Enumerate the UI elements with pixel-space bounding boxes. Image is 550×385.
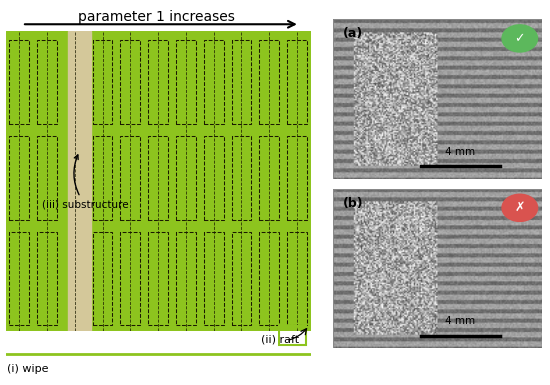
Bar [176, 232, 196, 325]
Text: ✓: ✓ [515, 32, 525, 45]
Bar [92, 40, 113, 124]
Bar [259, 232, 279, 325]
Bar [287, 40, 307, 124]
Bar [232, 232, 251, 325]
Bar [120, 40, 140, 124]
Text: (b): (b) [343, 197, 364, 210]
Bar [204, 40, 224, 124]
Circle shape [502, 194, 537, 221]
Text: (a): (a) [343, 27, 364, 40]
Bar [176, 136, 196, 220]
Bar [37, 136, 57, 220]
Bar [287, 136, 307, 220]
Bar [9, 40, 29, 124]
Bar [148, 40, 168, 124]
Text: parameter 1 increases: parameter 1 increases [78, 10, 235, 23]
Bar [37, 40, 57, 124]
Bar [120, 136, 140, 220]
Bar [176, 40, 196, 124]
Bar [120, 232, 140, 325]
Bar [204, 136, 224, 220]
Bar [9, 136, 29, 220]
Bar [68, 31, 91, 331]
Bar [9, 232, 29, 325]
Bar [92, 136, 113, 220]
Text: (ii) raft: (ii) raft [261, 335, 299, 345]
Bar [259, 136, 279, 220]
Text: (iii) substructure: (iii) substructure [42, 155, 129, 210]
Text: 4 mm: 4 mm [445, 316, 475, 326]
Text: ✗: ✗ [515, 201, 525, 214]
Bar [204, 232, 224, 325]
Circle shape [502, 25, 537, 52]
Text: (i) wipe: (i) wipe [7, 364, 48, 374]
Bar [259, 40, 279, 124]
Bar [232, 40, 251, 124]
Bar [148, 136, 168, 220]
Text: 4 mm: 4 mm [445, 147, 475, 157]
Bar [232, 136, 251, 220]
Bar [148, 232, 168, 325]
Bar [92, 232, 113, 325]
Bar [287, 232, 307, 325]
Bar [37, 232, 57, 325]
